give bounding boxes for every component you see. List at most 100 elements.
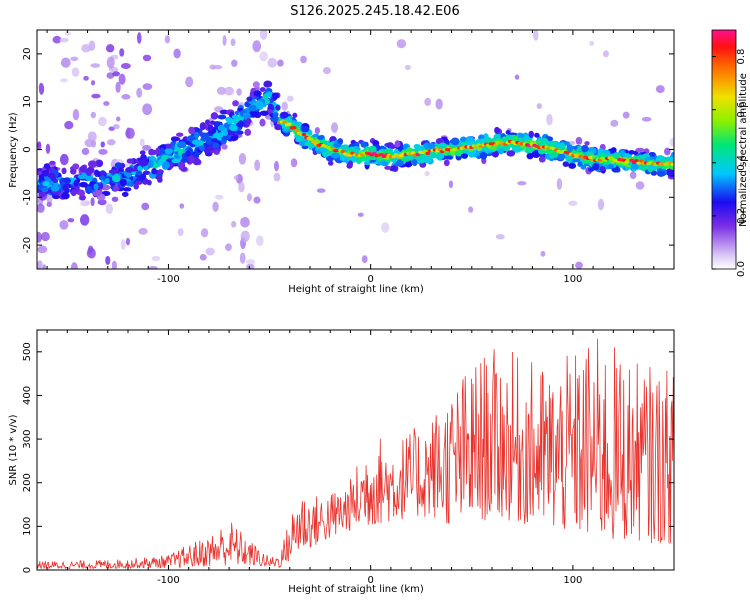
heatmap-cell (67, 218, 75, 223)
heatmap-cell (533, 30, 539, 41)
heatmap-cell (245, 118, 252, 125)
heatmap-cell (558, 142, 566, 151)
heatmap-cell (229, 124, 238, 132)
heatmap-cell (151, 255, 161, 262)
heatmap-cell (479, 151, 488, 160)
heatmap-cell (517, 181, 527, 186)
heatmap-cell (98, 148, 108, 155)
heatmap-cell (90, 80, 96, 86)
heatmap-cell (664, 147, 671, 156)
heatmap-cell (233, 175, 239, 180)
heatmap-cell (126, 158, 135, 164)
heatmap-cell (536, 103, 542, 110)
spectrogram-xtick-label: 0 (367, 274, 373, 285)
heatmap-cell (246, 263, 255, 269)
heatmap-cell (631, 163, 639, 170)
heatmap-cell (259, 118, 266, 127)
snr-xtick-label: 0 (367, 575, 373, 586)
snr-series-line (37, 338, 674, 570)
snr-panel: -100 0 100 0 100 200 300 400 500 Height of strai… (8, 329, 675, 595)
heatmap-cell (580, 164, 587, 170)
heatmap-cell (139, 173, 147, 180)
heatmap-cell (389, 144, 397, 149)
heatmap-cell (199, 254, 207, 261)
heatmap-cell (256, 235, 264, 247)
heatmap-cell (322, 66, 331, 75)
heatmap-cell (239, 252, 246, 264)
snr-ytick-label: 300 (22, 430, 33, 449)
heatmap-cell (238, 153, 247, 165)
heatmap-cell (86, 247, 96, 259)
heatmap-cell (207, 124, 214, 132)
heatmap-cell (259, 110, 269, 116)
heatmap-cell (497, 148, 504, 155)
heatmap-cell (41, 169, 50, 177)
heatmap-cell (368, 145, 377, 153)
heatmap-cell (146, 179, 152, 186)
heatmap-cell (589, 40, 595, 46)
heatmap-cell (506, 150, 516, 157)
heatmap-cell (225, 116, 233, 122)
heatmap-cell (237, 107, 244, 112)
heatmap-cell (120, 63, 131, 69)
heatmap-cell (301, 132, 307, 137)
heatmap-cell (259, 51, 268, 62)
heatmap-cell (438, 142, 448, 149)
heatmap-cell (81, 147, 90, 156)
heatmap-cell (435, 98, 443, 110)
heatmap-cell (90, 197, 95, 207)
heatmap-cell (317, 135, 325, 140)
spectrogram-xtick-label: -100 (157, 274, 180, 285)
spectrogram-ytick-label: 20 (22, 48, 33, 61)
colorbar-tick-label: 0.6 (736, 102, 747, 118)
heatmap-cell (164, 148, 173, 155)
heatmap-cell (231, 220, 237, 228)
heatmap-cell (292, 126, 297, 130)
heatmap-cell (85, 185, 93, 194)
heatmap-cell (62, 183, 69, 192)
heatmap-cell (357, 156, 366, 162)
colorbar-tick-label: 0.4 (736, 155, 747, 171)
heatmap-cell (575, 136, 583, 145)
heatmap-cell (45, 143, 51, 154)
heatmap-cell (119, 48, 125, 57)
heatmap-cell (443, 159, 450, 167)
heatmap-cell (259, 87, 266, 92)
heatmap-cell (40, 231, 50, 242)
heatmap-cell (139, 138, 145, 147)
heatmap-cell (211, 138, 218, 143)
heatmap-cell (423, 149, 428, 153)
heatmap-cell (64, 120, 74, 130)
heatmap-cell (316, 188, 326, 193)
colorbar-bar (712, 30, 736, 269)
heatmap-cell (180, 158, 188, 164)
heatmap-cell (238, 181, 245, 193)
heatmap-cell (272, 112, 279, 118)
heatmap-cell (273, 160, 279, 172)
heatmap-cell (274, 124, 282, 131)
heatmap-cell (337, 138, 344, 145)
heatmap-cell (240, 230, 250, 243)
spectrogram-xlabel: Height of straight line (km) (288, 284, 424, 295)
heatmap-cell (512, 146, 522, 153)
heatmap-cell (203, 145, 211, 154)
heatmap-cell (231, 114, 239, 119)
snr-xlabel: Height of straight line (km) (288, 584, 424, 595)
heatmap-cell (393, 153, 399, 157)
heatmap-cell (311, 140, 316, 144)
heatmap-cell (568, 162, 577, 169)
heatmap-cell (210, 120, 216, 125)
heatmap-cell (410, 151, 416, 155)
heatmap-cell (460, 136, 467, 143)
heatmap-cell (230, 135, 239, 141)
heatmap-cell (80, 200, 90, 207)
heatmap-cell (121, 191, 129, 197)
heatmap-cell (177, 141, 187, 149)
heatmap-cell (281, 101, 288, 111)
heatmap-cell (231, 59, 238, 67)
heatmap-cell (125, 237, 131, 246)
heatmap-cell (568, 200, 578, 206)
heatmap-cell (571, 158, 581, 163)
heatmap-cell (287, 122, 292, 126)
